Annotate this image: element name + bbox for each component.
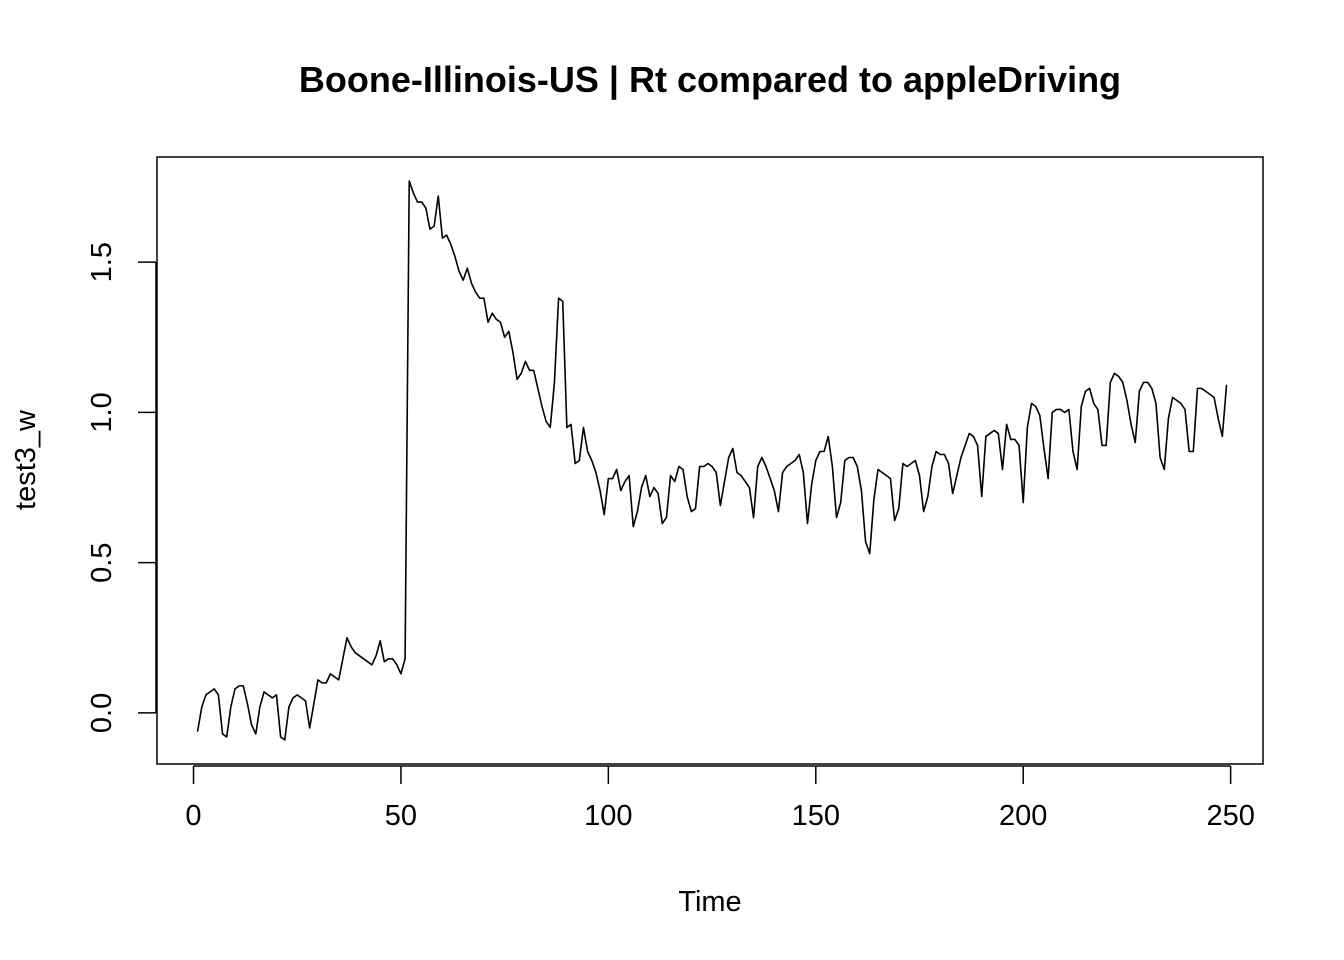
y-tick-label: 0.0 bbox=[86, 693, 118, 733]
chart-title: Boone-Illinois-US | Rt compared to apple… bbox=[299, 59, 1121, 101]
y-axis-label: test3_w bbox=[10, 409, 42, 510]
x-tick-label: 150 bbox=[792, 800, 840, 832]
y-axis: 0.0 0.5 1.0 1.5 bbox=[86, 242, 157, 733]
x-tick-label: 50 bbox=[385, 800, 417, 832]
x-tick-label: 100 bbox=[584, 800, 632, 832]
x-tick-label: 200 bbox=[999, 800, 1047, 832]
x-axis: 0 50 100 150 200 250 bbox=[185, 765, 1255, 832]
y-tick-label: 1.5 bbox=[86, 242, 118, 282]
x-axis-label: Time bbox=[678, 886, 741, 918]
y-tick-label: 1.0 bbox=[86, 392, 118, 432]
x-tick-label: 250 bbox=[1206, 800, 1254, 832]
x-tick-label: 0 bbox=[185, 800, 201, 832]
plot-frame bbox=[156, 156, 1264, 765]
y-tick-label: 0.5 bbox=[86, 543, 118, 583]
series-line bbox=[196, 180, 1228, 741]
